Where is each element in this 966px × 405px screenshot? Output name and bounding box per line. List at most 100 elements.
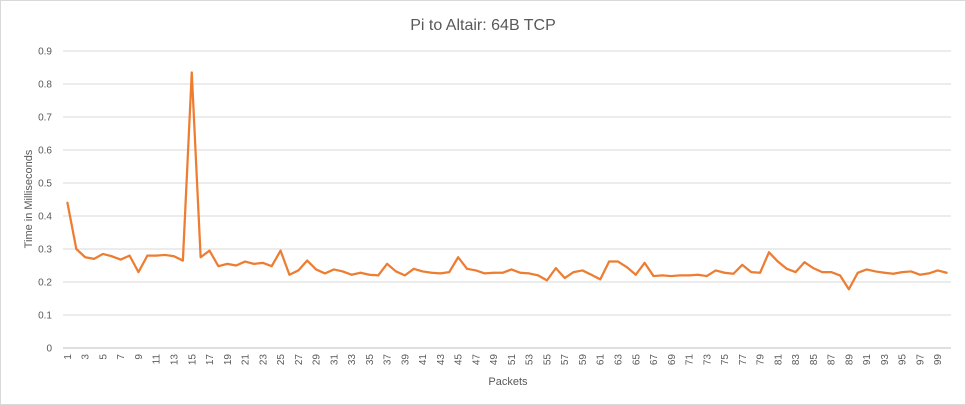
x-tick-label: 41 <box>418 354 429 366</box>
data-point <box>377 274 380 277</box>
data-point <box>643 261 646 264</box>
gridlines <box>63 50 951 349</box>
x-tick-label: 85 <box>809 354 820 366</box>
data-point <box>590 273 593 276</box>
data-point <box>528 272 531 275</box>
data-point <box>101 252 104 255</box>
data-point <box>723 271 726 274</box>
data-point <box>412 267 415 270</box>
x-tick-label: 5 <box>98 354 109 360</box>
y-tick-label: 0.7 <box>38 113 52 124</box>
data-point <box>66 201 69 204</box>
x-tick-label: 1 <box>63 354 74 360</box>
data-point <box>572 271 575 274</box>
data-point <box>288 273 291 276</box>
x-tick-label: 49 <box>489 354 500 366</box>
data-point <box>901 271 904 274</box>
data-point <box>128 254 131 257</box>
x-tick-label: 35 <box>365 354 376 366</box>
y-tick-label: 0.1 <box>38 311 52 322</box>
data-point <box>501 271 504 274</box>
x-tick-label: 13 <box>170 354 181 366</box>
data-point <box>84 256 87 259</box>
data-point <box>173 255 175 258</box>
x-tick-label: 51 <box>507 354 518 366</box>
data-point <box>474 269 477 272</box>
data-point <box>217 265 220 268</box>
x-tick-label: 17 <box>205 354 216 366</box>
data-point <box>563 277 566 280</box>
data-point <box>617 260 619 263</box>
x-tick-label: 75 <box>720 354 731 366</box>
y-axis-ticks: 0 0.1 0.2 0.3 0.4 0.5 0.6 0.7 0.8 0.9 <box>38 47 52 355</box>
x-tick-label: 9 <box>134 354 145 360</box>
data-point <box>341 270 344 273</box>
data-point <box>279 249 282 252</box>
data-point <box>368 273 371 276</box>
data-point <box>537 274 540 277</box>
series-line <box>66 71 948 291</box>
data-point <box>696 273 699 276</box>
data-point <box>261 261 264 264</box>
x-tick-label: 27 <box>294 354 305 366</box>
x-tick-label: 79 <box>756 354 767 366</box>
data-point <box>252 262 255 265</box>
data-point <box>830 271 833 274</box>
x-tick-label: 87 <box>827 354 838 366</box>
data-point <box>510 268 513 271</box>
data-point <box>599 278 602 281</box>
data-point <box>910 270 913 273</box>
data-point <box>226 262 229 265</box>
data-point <box>270 265 273 268</box>
data-point <box>652 275 655 278</box>
data-point <box>821 271 824 274</box>
x-axis-title: Packets <box>488 376 528 388</box>
data-point <box>244 260 247 263</box>
x-tick-label: 29 <box>312 354 323 366</box>
data-point <box>297 269 300 272</box>
data-point <box>714 269 717 272</box>
x-tick-label: 47 <box>471 354 482 366</box>
y-tick-label: 0.2 <box>38 278 52 289</box>
data-point <box>519 271 522 274</box>
x-tick-label: 53 <box>525 354 536 366</box>
x-tick-label: 31 <box>329 354 340 366</box>
x-tick-label: 45 <box>454 354 465 366</box>
data-point <box>625 266 628 269</box>
data-point <box>750 271 753 274</box>
data-point <box>403 274 406 277</box>
x-tick-label: 65 <box>631 354 642 366</box>
data-point <box>670 275 673 278</box>
data-point <box>839 274 841 277</box>
data-point <box>856 271 859 274</box>
data-point <box>812 267 815 270</box>
x-tick-label: 15 <box>187 354 198 366</box>
x-tick-label: 39 <box>400 354 411 366</box>
y-tick-label: 0.5 <box>38 179 52 190</box>
data-point <box>323 272 326 275</box>
x-tick-label: 7 <box>116 354 127 360</box>
data-point <box>181 259 184 262</box>
data-point <box>208 249 211 252</box>
data-point <box>466 267 469 270</box>
data-point <box>741 263 744 266</box>
data-point <box>119 258 122 261</box>
data-point <box>759 271 762 274</box>
data-point <box>794 271 797 274</box>
x-tick-label: 55 <box>542 354 553 366</box>
x-tick-label: 23 <box>258 354 269 366</box>
x-tick-label: 57 <box>560 354 571 366</box>
data-point <box>661 274 664 277</box>
x-tick-label: 43 <box>436 354 447 366</box>
x-tick-label: 89 <box>844 354 855 366</box>
data-point <box>927 272 930 275</box>
data-point <box>386 262 389 265</box>
x-tick-label: 59 <box>578 354 589 366</box>
x-tick-label: 61 <box>596 354 607 366</box>
x-tick-label: 69 <box>667 354 678 366</box>
y-tick-label: 0.6 <box>38 146 52 157</box>
data-point <box>865 268 868 271</box>
data-point <box>945 271 948 274</box>
